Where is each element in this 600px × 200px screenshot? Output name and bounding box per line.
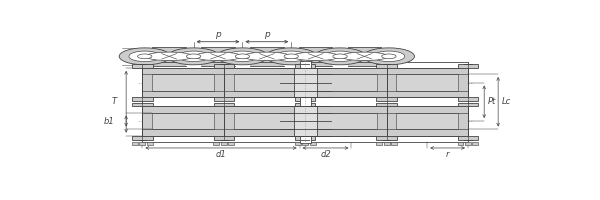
Bar [391,142,397,145]
Circle shape [235,54,250,59]
Circle shape [227,51,258,62]
Bar [250,48,284,53]
Bar [299,61,311,143]
Bar [348,48,381,53]
Bar [376,103,397,106]
Bar [214,142,220,145]
Bar [465,142,471,145]
Bar [201,61,235,66]
Bar [302,142,308,145]
Bar [142,106,224,136]
Ellipse shape [292,52,339,61]
Ellipse shape [146,52,193,61]
Text: r: r [446,150,449,159]
Bar [305,68,386,97]
Bar [152,48,186,53]
Bar [315,113,377,129]
Bar [228,142,234,145]
Bar [201,48,235,53]
Bar [214,136,234,140]
Bar [383,142,389,145]
Bar [305,106,386,136]
Bar [299,61,332,66]
Circle shape [373,51,405,62]
Circle shape [168,48,219,65]
Bar [458,136,478,140]
Ellipse shape [194,52,241,61]
Bar [299,48,332,53]
Bar [386,106,468,136]
Bar [132,136,152,140]
Bar [214,64,234,68]
Text: p: p [215,30,221,39]
Text: b1: b1 [104,117,115,126]
Bar [139,142,145,145]
Bar [147,142,153,145]
Text: T: T [112,97,117,106]
Bar [214,103,234,106]
Bar [458,97,478,101]
Circle shape [187,54,201,59]
Ellipse shape [341,52,388,61]
Circle shape [333,54,347,59]
Bar [132,142,138,145]
Bar [233,113,295,129]
Text: Lc: Lc [502,97,511,106]
Bar [376,142,382,145]
Bar [152,61,186,66]
Bar [293,106,317,136]
Bar [376,136,397,140]
Bar [397,74,458,91]
Circle shape [178,51,209,62]
Text: p: p [264,30,269,39]
Bar [295,64,316,68]
Bar [348,61,381,66]
Circle shape [275,51,307,62]
Circle shape [324,51,356,62]
Bar [293,68,317,97]
Bar [295,142,301,145]
Bar [142,68,224,97]
Bar [233,74,295,91]
Bar [152,113,214,129]
Bar [315,74,377,91]
Bar [295,97,316,101]
Bar [472,142,478,145]
Bar [132,97,152,101]
Bar [458,64,478,68]
Bar [458,142,463,145]
Bar [224,106,305,136]
Text: h2: h2 [122,52,133,61]
Bar [214,97,234,101]
Circle shape [129,51,161,62]
Bar [376,64,397,68]
Bar [221,142,227,145]
Circle shape [314,48,365,65]
Bar [458,103,478,106]
Bar [132,64,152,68]
Bar [310,142,316,145]
Bar [132,103,152,106]
Ellipse shape [244,52,290,61]
Text: d2: d2 [320,150,331,159]
Circle shape [137,54,152,59]
Circle shape [266,48,317,65]
Bar [250,61,284,66]
Text: d1: d1 [215,150,226,159]
Bar [295,103,316,106]
Circle shape [363,48,415,65]
Circle shape [217,48,268,65]
Circle shape [119,48,170,65]
Bar [386,68,468,97]
Circle shape [284,54,298,59]
Circle shape [382,54,396,59]
Text: Pt: Pt [488,97,496,106]
Bar [152,74,214,91]
Bar [397,113,458,129]
Bar [224,68,305,97]
Bar [295,136,316,140]
Bar [376,97,397,101]
